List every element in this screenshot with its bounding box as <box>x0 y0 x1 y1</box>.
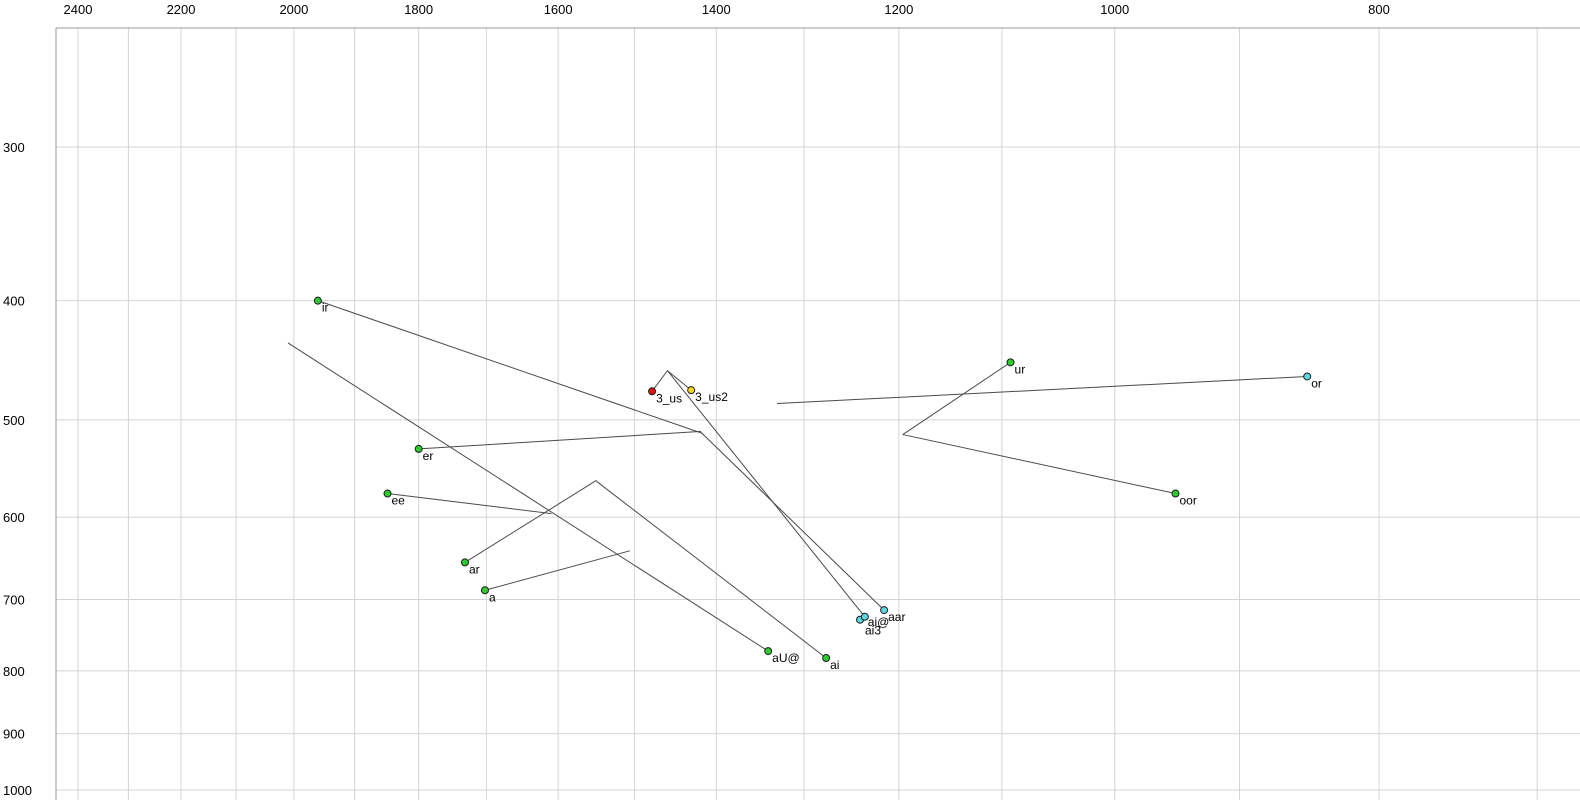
trajectory-er-glide <box>418 430 702 450</box>
x-tick-label-2400: 2400 <box>64 2 93 17</box>
x-tick-label-1400: 1400 <box>702 2 731 17</box>
point-ir <box>313 296 322 305</box>
point-er <box>414 444 423 453</box>
point-or <box>1303 372 1312 381</box>
point-label-3_us2: 3_us2 <box>695 390 728 404</box>
trajectory-aar-glide <box>700 432 885 611</box>
x-tick-label-2200: 2200 <box>167 2 196 17</box>
y-tick-label-500: 500 <box>3 413 25 428</box>
point-label-ai3: ai3 <box>865 624 881 638</box>
point-label-ai@: ai@ <box>868 615 890 629</box>
point-label-or: or <box>1311 376 1322 390</box>
y-tick-label-400: 400 <box>3 294 25 309</box>
trajectory-or-glide <box>777 375 1308 405</box>
x-tick-label-1800: 1800 <box>404 2 433 17</box>
point-a <box>480 586 489 595</box>
y-tick-label-800: 800 <box>3 664 25 679</box>
x-tick-label-800: 800 <box>1368 2 1390 17</box>
x-tick-label-1200: 1200 <box>884 2 913 17</box>
point-3_us2 <box>687 386 696 395</box>
y-tick-label-600: 600 <box>3 510 25 525</box>
trajectory-a-glide <box>484 550 630 591</box>
x-tick-label-1600: 1600 <box>544 2 573 17</box>
y-tick-label-1000: 1000 <box>3 783 32 798</box>
point-ai@ <box>860 612 869 621</box>
trajectory-oor-glide <box>902 434 1176 495</box>
point-3_us <box>648 387 657 396</box>
point-label-ar: ar <box>469 562 480 576</box>
y-tick-label-700: 700 <box>3 593 25 608</box>
point-label-3_us: 3_us <box>656 391 682 405</box>
point-label-ee: ee <box>392 494 406 508</box>
trajectory-ee-glide <box>387 493 552 515</box>
point-ur <box>1006 358 1015 367</box>
point-aU@ <box>764 647 773 656</box>
point-label-er: er <box>423 449 434 463</box>
trajectory-ur-glide <box>902 361 1011 435</box>
point-label-aU@: aU@ <box>772 651 800 665</box>
trajectory-ai@-glide <box>667 370 866 618</box>
point-label-ur: ur <box>1015 362 1026 376</box>
trajectory-ar-glide <box>464 479 597 563</box>
point-label-a: a <box>489 590 496 604</box>
x-tick-label-1000: 1000 <box>1100 2 1129 17</box>
x-tick-label-2000: 2000 <box>279 2 308 17</box>
point-aar <box>880 606 889 615</box>
point-label-aar: aar <box>888 610 905 624</box>
point-ai <box>822 653 831 662</box>
point-ar <box>460 558 469 567</box>
trajectory-aU@-glide <box>287 342 769 652</box>
point-label-ir: ir <box>322 301 329 315</box>
trajectory-3_us2-stem <box>667 370 692 391</box>
point-ee <box>383 489 392 498</box>
y-tick-label-900: 900 <box>3 727 25 742</box>
point-label-oor: oor <box>1179 494 1196 508</box>
y-tick-label-300: 300 <box>3 140 25 155</box>
point-label-ai: ai <box>830 658 839 672</box>
trajectory-3_us-stem <box>651 370 668 392</box>
trajectory-ai-glide <box>596 480 827 659</box>
point-oor <box>1171 489 1180 498</box>
trajectory-ir-glide <box>317 300 703 434</box>
